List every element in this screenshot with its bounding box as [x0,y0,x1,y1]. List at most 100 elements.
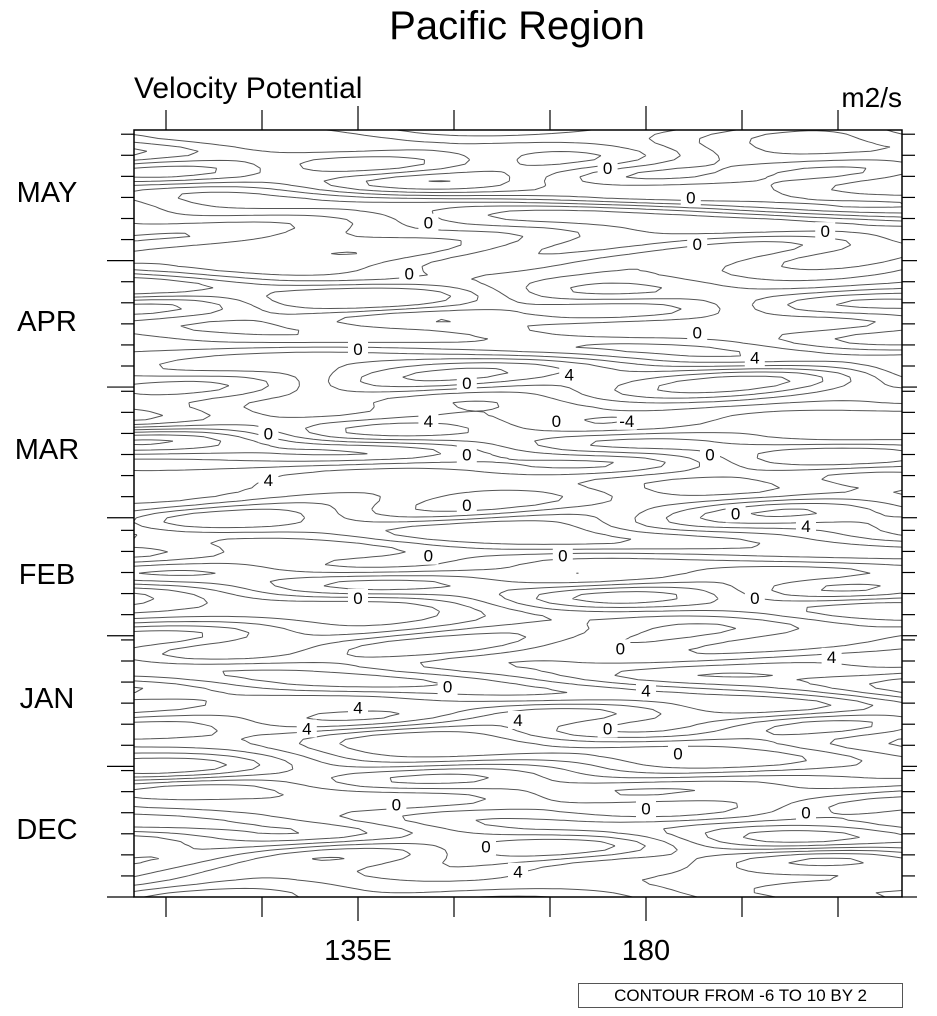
contour-label: 4 [827,648,836,667]
contour-label-bg [508,711,528,729]
y-tick-label-mar: MAR [14,434,80,467]
contour-label-bg [399,264,420,283]
contour-label: 0 [552,412,561,431]
contour-label: 0 [731,505,740,524]
contour-label: 0 [641,800,650,819]
y-tick-label-may: MAY [16,177,78,210]
contour-label-bg [744,348,765,367]
contour-label: 4 [564,365,573,384]
contour-label: 4 [641,682,650,701]
contour-label: 0 [264,424,273,443]
contour-label-bg [418,213,439,232]
contour-label-bg [616,411,637,430]
contour-label: 4 [513,863,522,882]
contour-label: 0 [462,374,471,393]
contour-label-bg [597,158,618,177]
contour-label: 0 [424,214,433,233]
y-tick-label-apr: APR [17,305,77,338]
contour-level-4 [133,129,903,898]
y-tick-label-jan: JAN [19,683,75,716]
contour-label-bg [687,234,708,253]
contour-label-bg [418,411,439,430]
contour-level-10 [133,439,174,446]
contour-label-bg [348,588,368,607]
contour-label-bg [348,698,368,717]
contour-label-bg [680,188,701,207]
x-tick-label: 135E [324,935,392,967]
plot-frame [133,129,903,898]
contour-label-bg [258,424,279,443]
variable-name: Velocity Potential [134,72,363,105]
contour-label: 4 [513,711,522,730]
contour-label: 0 [353,589,362,608]
x-tick-label: 180 [621,935,671,967]
contour-label: 4 [302,719,311,738]
contour-label: 0 [750,589,759,608]
y-tick-label-dec: DEC [16,813,78,846]
contour-level--6 [133,209,903,835]
contour-label-bg [636,799,656,818]
contour-label-bg [821,647,842,666]
contour-label: 4 [750,349,759,368]
contour-label: 0 [820,222,829,241]
contour-label-bg [636,681,656,700]
contour-label: 0 [424,547,433,566]
contour-label-bg [476,837,496,856]
contour-label-bg [418,546,439,565]
contour-label-bg [725,504,746,523]
contour-label: 0 [603,159,612,178]
contour-label: 0 [558,547,567,566]
contour-label: 0 [686,188,695,207]
contour-label-bg [796,803,816,822]
y-tick-label-feb: FEB [18,558,76,591]
contour-label-bg [258,470,279,489]
contour-label: -4 [619,412,634,431]
contour-label: 0 [462,496,471,515]
contour-label-bg [296,719,317,738]
contour-level-2 [133,129,903,898]
contour-label: 0 [353,340,362,359]
contour-label: 0 [603,719,612,738]
contour-label: 4 [424,412,433,431]
contour-label-bg [815,222,836,241]
contour-label: 4 [801,517,810,536]
contour-label: 0 [692,235,701,254]
contour-label-bg [700,445,720,464]
contour-label-bg [610,639,631,658]
contour-label-bg [348,340,368,359]
contour-label-bg [456,496,477,515]
contour-label-bg [386,795,407,814]
contour-label: 0 [616,639,625,658]
contour-label: 0 [404,264,413,283]
contour-level--4 [133,205,903,842]
contour-label-bg [559,365,580,384]
contour-label: 0 [705,446,714,465]
contour-label-bg [508,862,528,881]
units-label: m2/s [841,82,902,113]
contour-label-bg [687,323,708,342]
contour-label-bg [456,373,477,392]
contour-label-bg [744,588,765,607]
chart-title: Pacific Region [389,4,645,48]
contour-label: 0 [801,804,810,823]
contour-level-8 [133,180,860,843]
contour-label-bg [456,445,477,464]
contour-label: 0 [481,837,490,856]
contour-label-bg [597,719,618,738]
contour-label-bg [796,517,816,536]
contour-label: 0 [692,323,701,342]
contour-level-0 [133,129,903,898]
contour-level-6 [133,151,903,898]
contour-label-bg [668,744,688,763]
contour-label: 4 [353,698,362,717]
contour-level--2 [133,130,903,898]
contour-label: 0 [462,446,471,465]
contour-label-bg [552,546,573,565]
contour-info-label: CONTOUR FROM -6 TO 10 BY 2 [578,983,903,1008]
contour-label: 0 [443,677,452,696]
contour-label: 0 [673,745,682,764]
contour-label: 4 [264,471,273,490]
contour-label-bg [546,411,567,430]
contour-label: 0 [392,795,401,814]
